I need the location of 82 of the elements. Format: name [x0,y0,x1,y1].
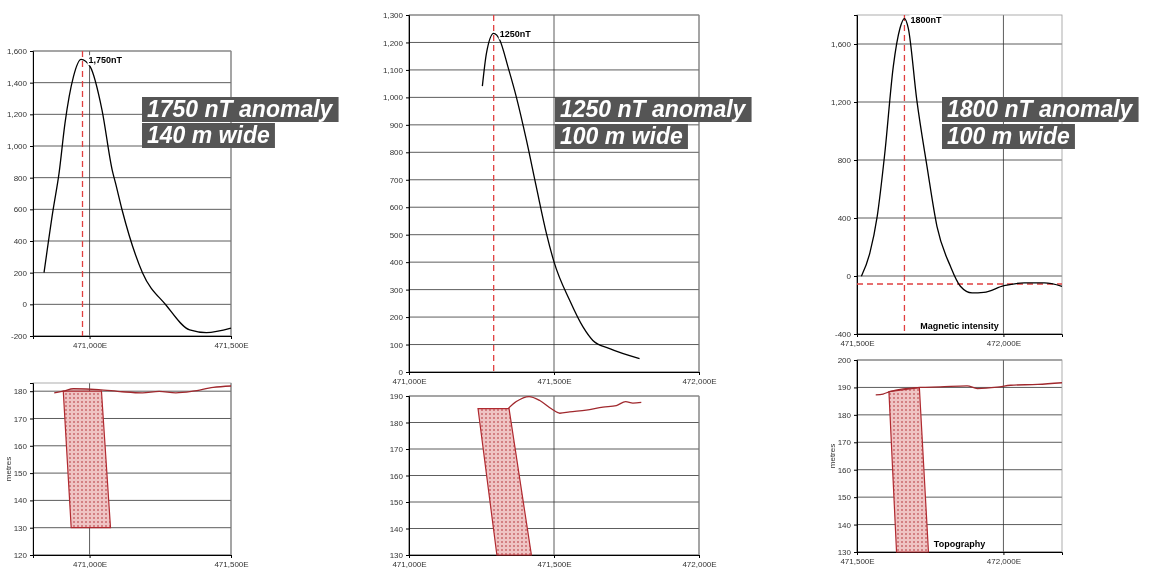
line-series [507,395,642,414]
y-tick-label: 1,600 [830,40,852,50]
y-tick-label: 0 [22,300,28,310]
y-tick-label: 120 [13,551,28,561]
x-tick-label: 471,000E [72,559,108,569]
y-tick-label: 300 [389,285,404,295]
line-series [875,382,1063,396]
y-tick-label: 170 [13,414,28,424]
y-tick-label: 200 [837,356,852,366]
y-tick-label: 0 [846,272,852,282]
x-tick-label: 471,000E [72,340,108,350]
y-tick-label: 140 [389,524,404,534]
annotation: Topography [933,539,986,549]
y-tick-label: 700 [389,175,404,185]
y-tick-label: 1,300 [382,11,404,21]
y-tick-label: 200 [13,268,28,278]
annotation: 1250 nT anomaly [560,96,747,122]
annotation: 140 m wide [147,122,270,148]
annotation: 1800nT [910,14,942,25]
y-tick-label: 800 [13,173,28,183]
y-tick-label: 190 [389,392,404,402]
y-tick-label: 180 [389,418,404,428]
y-tick-label: 1,200 [6,110,28,120]
y-tick-label: 800 [837,156,852,166]
y-tick-label: 400 [13,237,28,247]
x-tick-label: 471,500E [840,556,875,566]
y-tick-label: 800 [389,148,404,158]
line-series [53,385,232,394]
y-tick-label: -200 [10,332,28,342]
x-tick-label: 471,500E [214,340,249,350]
y-tick-label: 170 [389,445,404,455]
x-tick-label: 471,500E [537,559,572,569]
y-tick-label: 400 [389,258,404,268]
y-tick-label: 500 [389,230,404,240]
y-tick-label: 600 [389,203,404,213]
x-tick-label: 471,500E [214,559,249,569]
y-tick-label: 150 [837,493,852,503]
y-tick-label: 130 [837,548,852,558]
y-tick-label: 0 [398,368,404,378]
annotation: 100 m wide [947,123,1070,149]
y-tick-label: 1,100 [382,65,404,75]
y-tick-label: 600 [13,205,28,215]
annotation: 1250nT [499,29,532,40]
x-tick-label: 472,000E [986,338,1022,348]
annotation: 1,750nT [88,55,123,66]
y-tick-label: 1,200 [382,38,404,48]
y-tick-label: 160 [13,441,28,451]
x-tick-label: 471,000E [392,559,427,569]
y-tick-label: 130 [13,523,28,533]
y-tick-label: 160 [837,465,852,475]
y-tick-label: 140 [13,496,28,506]
y-tick-label: 180 [837,410,852,420]
y-tick-label: 140 [837,520,852,530]
y-tick-label: 400 [837,214,852,224]
y-tick-label: 1,000 [382,93,404,103]
annotation: 100 m wide [560,123,683,149]
y-tick-label: 200 [389,313,404,323]
annotation: 1800 nT anomaly [947,96,1134,122]
x-tick-label: 471,500E [840,338,875,348]
annotation: Magnetic intensity [920,321,999,331]
y-tick-label: 190 [837,383,852,393]
x-tick-label: 472,000E [682,376,717,386]
y-tick-label: 150 [389,498,404,508]
y-tick-label: 1,000 [6,142,28,152]
x-tick-label: 471,500E [537,376,572,386]
y-tick-label: 1,600 [6,47,28,57]
y-tick-label: 150 [13,469,28,479]
x-tick-label: 471,000E [392,376,427,386]
y-tick-label: 130 [389,551,404,561]
y-tick-label: -400 [834,330,852,340]
y-tick-label: 900 [389,120,404,130]
y-tick-label: 1,200 [830,98,852,108]
y-tick-label: 160 [389,471,404,481]
y-tick-label: 100 [389,340,404,350]
x-tick-label: 472,000E [986,556,1022,566]
annotation: 1750 nT anomaly [147,96,334,122]
y-axis-title: metres [828,443,837,469]
x-tick-label: 472,000E [682,559,717,569]
y-axis-title: metres [4,456,13,482]
y-tick-label: 180 [13,387,28,397]
y-tick-label: 1,400 [6,78,28,88]
y-tick-label: 170 [837,438,852,448]
